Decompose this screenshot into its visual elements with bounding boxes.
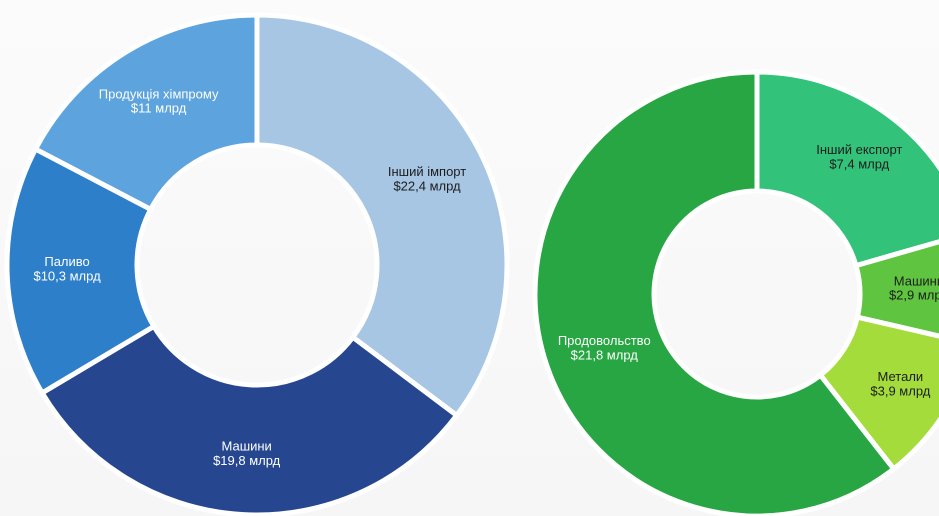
slice-category-0-0: Інший імпорт <box>388 164 466 179</box>
slice-label-0-0: Інший імпорт $22,4 млрд <box>388 164 466 193</box>
slice-category-0-2: Паливо <box>44 254 89 269</box>
slice-value-0-3: $11 млрд <box>131 101 187 116</box>
donut-slice-0-2 <box>4 146 157 396</box>
slice-label-1-3: Продовольство $21,8 млрд <box>558 334 651 363</box>
slice-value-1-1: $2,9 млрд <box>889 288 939 303</box>
slice-category-0-1: Машини <box>221 439 271 454</box>
slice-value-1-3: $21,8 млрд <box>571 348 639 363</box>
slice-label-0-2: Паливо $10,3 млрд <box>33 254 101 283</box>
slice-label-0-3: Продукція хімпрому $11 млрд <box>99 87 219 116</box>
imports-donut-chart: Інший імпорт $22,4 млрд Машини $19,8 млрд Па… <box>4 12 510 516</box>
donut-slice-0-1 <box>39 323 460 516</box>
slice-category-1-1: Машини <box>894 274 939 289</box>
slice-category-0-3: Продукція хімпрому <box>99 87 219 102</box>
slice-label-0-1: Машини $19,8 млрд <box>213 439 281 468</box>
donut-slice-1-3 <box>532 69 897 516</box>
slice-category-1-3: Продовольство <box>558 334 651 349</box>
slice-category-1-2: Метали <box>878 370 924 385</box>
slice-value-1-2: $3,9 млрд <box>870 384 930 399</box>
donut-slice-0-3 <box>33 12 260 212</box>
slice-label-1-2: Метали $3,9 млрд <box>870 370 930 399</box>
slice-value-0-1: $19,8 млрд <box>213 453 281 468</box>
slice-value-1-0: $7,4 млрд <box>829 157 889 172</box>
donut-slice-0-0 <box>254 12 510 418</box>
donut-slice-1-0 <box>754 69 939 269</box>
slice-category-1-0: Інший експорт <box>816 143 902 158</box>
slice-label-1-1: Машини$2,9 млрд <box>889 274 939 303</box>
donut-slice-1-1 <box>853 239 939 339</box>
slice-value-0-0: $22,4 млрд <box>393 179 461 194</box>
slice-value-0-2: $10,3 млрд <box>33 269 101 284</box>
exports-donut-chart: Інший експорт$7,4 млрд Машини$2,9 млрд Мет… <box>532 69 939 516</box>
slice-label-1-0: Інший експорт $7,4 млрд <box>816 143 902 172</box>
